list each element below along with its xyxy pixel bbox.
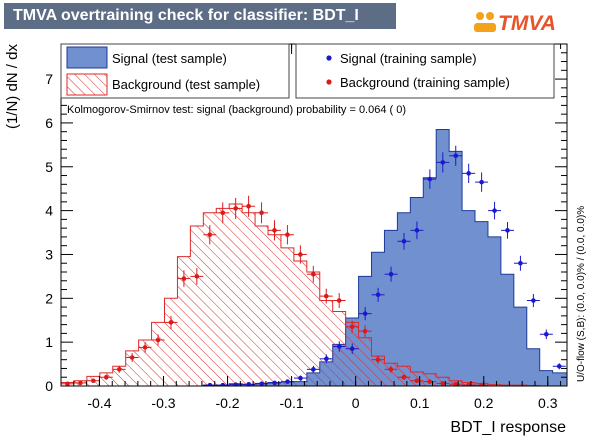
background-training-point xyxy=(388,367,394,372)
background-training-point xyxy=(362,328,368,334)
signal-training-point xyxy=(556,363,562,369)
background-test-histogram xyxy=(61,203,567,386)
legend-label-background-training: Background (training sample) xyxy=(340,75,510,90)
background-training-point xyxy=(91,378,96,384)
signal-training-point xyxy=(440,160,446,165)
signal-training-point xyxy=(375,292,381,298)
signal-training-point xyxy=(414,228,420,233)
background-training-point xyxy=(233,206,238,211)
background-training-point xyxy=(78,380,83,386)
y-axis-label: (1/N) dN / dx xyxy=(4,44,21,130)
background-training-point xyxy=(375,357,381,362)
signal-training-point xyxy=(220,382,226,386)
background-training-point xyxy=(116,367,122,372)
y-tick-label: 0 xyxy=(45,378,53,394)
signal-training-point xyxy=(544,331,549,337)
x-tick-label: 0.3 xyxy=(538,395,558,411)
legend-marker-signal-training xyxy=(326,55,332,61)
y-tick-label: 7 xyxy=(45,71,53,87)
x-tick-label: -0.2 xyxy=(215,395,239,411)
y-tick-label: 1 xyxy=(45,334,53,350)
x-tick-label: -0.3 xyxy=(151,395,175,411)
y-tick-label: 6 xyxy=(45,115,53,131)
ks-annotation: Kolmogorov-Smirnov test: signal (backgro… xyxy=(67,104,406,116)
y-tick-label: 4 xyxy=(45,203,53,219)
background-training-point xyxy=(168,320,174,325)
y-tick-label: 2 xyxy=(45,290,53,306)
signal-training-point xyxy=(531,298,536,303)
signal-training-point xyxy=(272,380,277,386)
legend-label-background-test: Background (test sample) xyxy=(112,77,260,92)
legend-swatch-signal-test xyxy=(66,46,108,69)
tmva-logo-text: TMVA xyxy=(498,12,556,35)
legend-marker-background-training xyxy=(326,79,332,85)
signal-training-point xyxy=(246,381,252,386)
y-tick-label: 5 xyxy=(45,159,53,175)
background-training-point xyxy=(323,293,329,299)
x-axis-label: BDT_I response xyxy=(450,419,566,436)
signal-training-point xyxy=(311,367,316,372)
background-training-point xyxy=(466,382,471,386)
signal-training-point xyxy=(492,208,497,213)
background-training-point xyxy=(298,252,303,257)
legend-swatch-background-test xyxy=(66,73,108,96)
background-training-point xyxy=(336,298,342,303)
background-training-point xyxy=(129,355,135,360)
signal-training-point xyxy=(337,344,342,349)
background-training-point xyxy=(103,374,109,380)
background-training-point xyxy=(427,379,433,384)
background-training-point xyxy=(194,274,200,279)
background-training-point xyxy=(401,374,407,380)
background-training-point xyxy=(285,232,290,238)
signal-training-point xyxy=(466,171,471,176)
x-tick-label: -0.1 xyxy=(280,395,304,411)
signal-training-point xyxy=(233,382,239,386)
plot-title: TMVA overtraining check for classifier: … xyxy=(4,3,396,29)
background-training-point xyxy=(349,324,355,330)
signal-training-point xyxy=(298,375,303,381)
signal-training-point xyxy=(427,176,433,182)
signal-training-point xyxy=(207,382,213,386)
background-training-point xyxy=(453,381,458,386)
background-training-point xyxy=(220,210,226,216)
background-training-point xyxy=(310,271,316,277)
signal-training-point xyxy=(388,271,394,277)
legend-label-signal-training: Signal (training sample) xyxy=(340,51,477,66)
overflow-label: U/O-flow (S,B): (0.0, 0.0)% / (0.0, 0.0)… xyxy=(576,206,587,382)
signal-training-point xyxy=(401,239,407,244)
background-training-point xyxy=(207,232,213,238)
background-training-point xyxy=(142,345,148,350)
background-training-point xyxy=(479,382,484,386)
background-training-point xyxy=(65,381,70,386)
tmva-logo: TMVA xyxy=(470,8,570,38)
legend-label-signal-test: Signal (test sample) xyxy=(112,51,227,66)
signal-training-point xyxy=(259,381,264,386)
background-training-point xyxy=(414,378,420,384)
x-tick-label: 0.1 xyxy=(410,395,430,411)
x-tick-label: 0 xyxy=(352,395,360,411)
background-training-point xyxy=(259,210,264,216)
x-tick-label: 0.2 xyxy=(474,395,494,411)
signal-training-point xyxy=(453,153,459,159)
background-training-point xyxy=(440,381,445,386)
tmva-logo-icon xyxy=(474,12,496,32)
y-tick-label: 3 xyxy=(45,246,53,262)
x-tick-label: -0.4 xyxy=(87,395,111,411)
background-training-point xyxy=(246,203,251,209)
signal-training-point xyxy=(479,179,484,185)
background-training-point xyxy=(181,276,187,281)
signal-training-point xyxy=(349,346,355,352)
signal-training-point xyxy=(362,311,368,316)
signal-training-point xyxy=(324,356,329,362)
signal-training-point xyxy=(285,379,290,384)
signal-training-point xyxy=(518,260,523,266)
background-training-point xyxy=(155,337,161,343)
legend-box-right xyxy=(295,43,555,99)
signal-training-point xyxy=(505,228,510,233)
background-training-point xyxy=(272,228,277,233)
